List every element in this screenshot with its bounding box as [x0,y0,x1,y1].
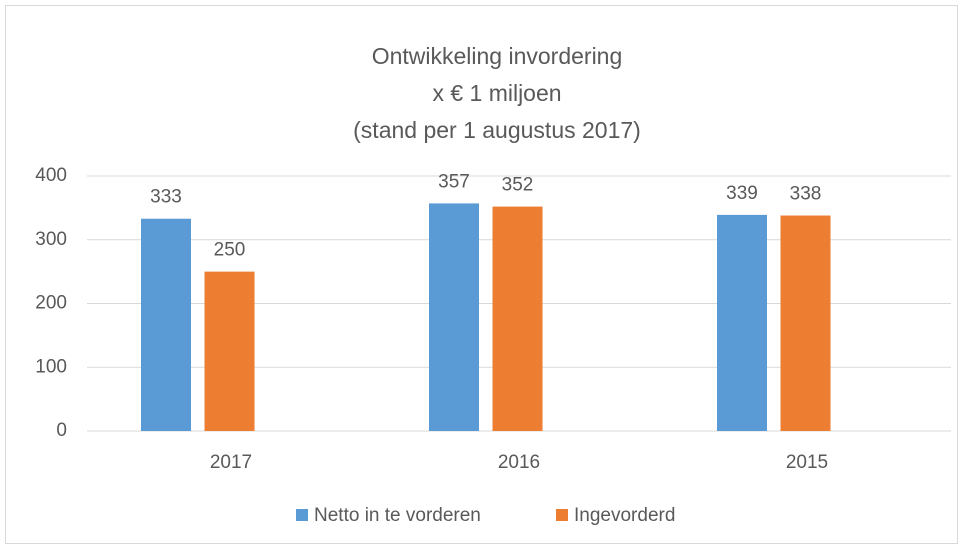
legend-swatch [556,509,568,521]
chart-subtitle: x € 1 miljoen [432,80,561,106]
bar [492,206,543,431]
y-tick-label: 300 [35,229,67,250]
data-label: 352 [502,175,534,196]
data-label: 333 [150,187,182,208]
y-tick-label: 200 [35,293,67,314]
chart-subtitle: (stand per 1 augustus 2017) [353,117,641,143]
x-tick-label: 2015 [786,452,828,473]
y-tick-label: 0 [56,420,67,441]
bar [141,218,191,431]
y-tick-label: 100 [35,356,67,377]
data-label: 339 [726,183,758,204]
data-label: 357 [438,171,470,192]
bar [780,215,831,431]
legend-label: Ingevorderd [574,505,675,526]
bar [204,271,255,431]
chart-title: Ontwikkeling invordering [372,43,623,69]
data-label: 338 [790,184,822,205]
data-label: 250 [214,240,246,261]
x-tick-label: 2016 [498,452,540,473]
x-tick-label: 2017 [210,452,252,473]
bar [717,214,767,431]
legend-label: Netto in te vorderen [314,505,481,526]
bar [429,203,479,431]
y-tick-label: 400 [35,165,67,186]
legend-swatch [296,509,308,521]
